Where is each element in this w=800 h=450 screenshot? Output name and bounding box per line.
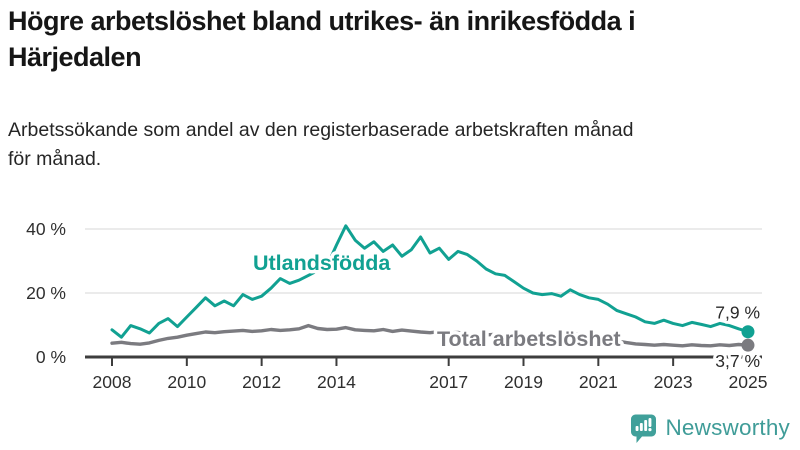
bar-2 [640, 422, 644, 431]
x-tick-label: 2021 [579, 372, 618, 392]
x-tick-label: 2008 [93, 372, 132, 392]
exclamation-dot [648, 427, 653, 431]
exclamation-bar [648, 417, 652, 427]
series-line-0 [110, 224, 750, 339]
series-line-1 [110, 323, 750, 348]
y-tick-label: 20 % [26, 283, 66, 303]
x-tick-label: 2019 [504, 372, 543, 392]
y-tick-label: 40 % [26, 219, 66, 239]
page-title: Högre arbetslöshet bland utrikes- än inr… [8, 6, 636, 72]
series-end-dot-1 [741, 338, 755, 352]
x-tick-label: 2025 [729, 372, 768, 392]
series-end-value-0: 7,9 % [715, 303, 760, 323]
series-end-value-1: 3,7 % [715, 351, 760, 371]
newsworthy-wordmark: Newsworthy [665, 415, 790, 440]
bar-3 [644, 419, 648, 431]
y-tick-label: 0 % [36, 347, 66, 367]
series-end-dot-0 [741, 325, 755, 339]
x-tick-label: 2014 [317, 372, 356, 392]
speech-bubble-shape [631, 414, 657, 443]
bar-1 [636, 425, 639, 431]
newsworthy-icon [631, 414, 657, 443]
series-label-1: Total arbetslöshet [437, 327, 621, 351]
chart-subtitle: Arbetssökande som andel av den registerb… [8, 119, 634, 171]
x-tick-label: 2012 [242, 372, 281, 392]
series-label-0: Utlandsfödda [253, 251, 391, 275]
x-tick-label: 2023 [654, 372, 693, 392]
newsworthy-logo: Newsworthy [630, 411, 790, 445]
x-tick-label: 2010 [167, 372, 206, 392]
x-tick-label: 2017 [429, 372, 468, 392]
